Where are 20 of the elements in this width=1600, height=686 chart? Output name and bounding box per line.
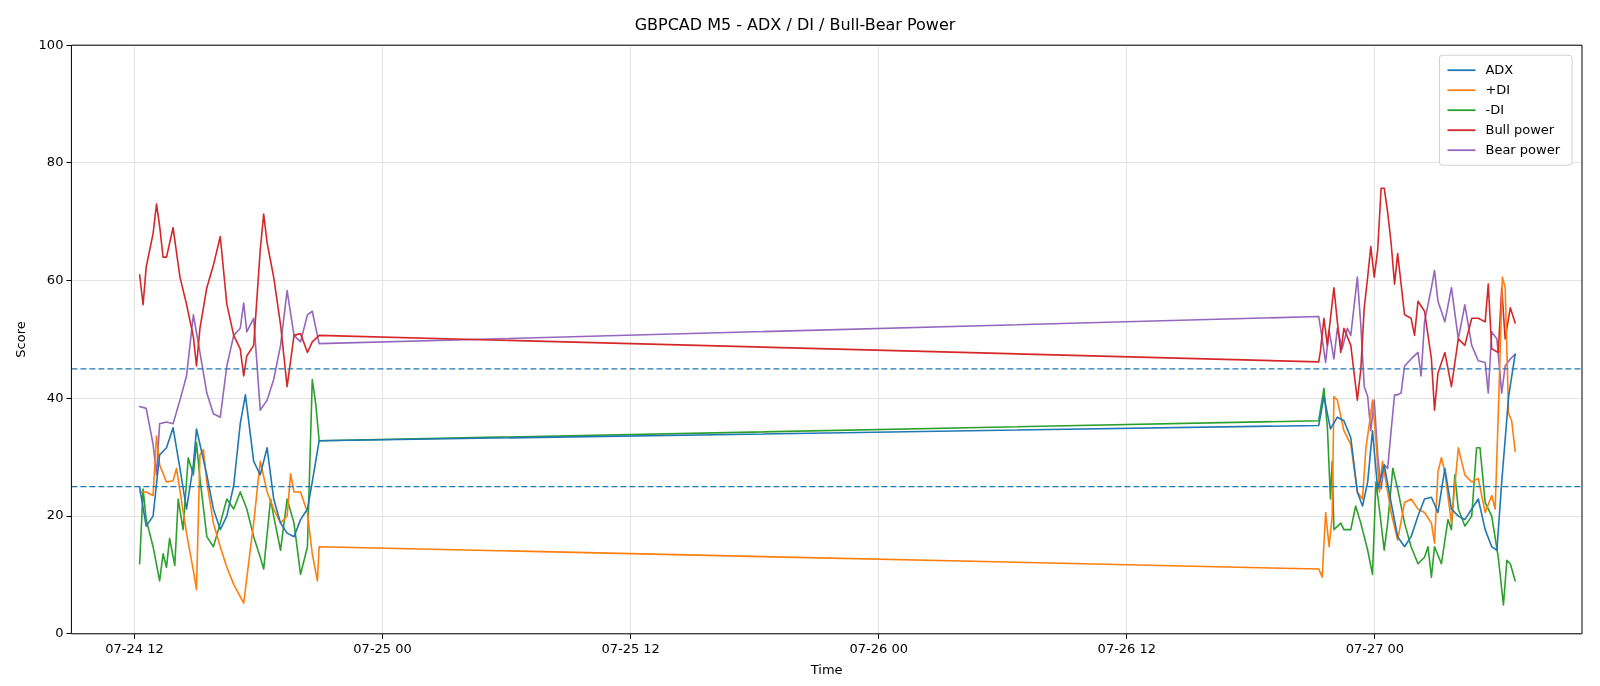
y-tick-label: 80 bbox=[46, 154, 64, 170]
legend-label: Bull power bbox=[1485, 121, 1555, 137]
y-tick-label: 20 bbox=[46, 507, 64, 523]
x-axis-title: Time bbox=[809, 661, 843, 677]
x-tick-label: 07-26 12 bbox=[1097, 640, 1157, 656]
x-tick-label: 07-24 12 bbox=[105, 640, 164, 656]
y-tick-label: 100 bbox=[38, 36, 64, 52]
legend-label: +DI bbox=[1485, 81, 1511, 97]
chart-title: GBPCAD M5 - ADX / DI / Bull-Bear Power bbox=[634, 14, 956, 34]
y-tick-label: 0 bbox=[55, 625, 64, 641]
x-tick-label: 07-25 00 bbox=[353, 640, 412, 656]
x-tick-label: 07-27 00 bbox=[1345, 640, 1405, 656]
legend-label: -DI bbox=[1485, 101, 1505, 117]
y-axis-title: Score bbox=[13, 321, 29, 358]
legend-label: ADX bbox=[1485, 61, 1514, 77]
x-tick-label: 07-25 12 bbox=[601, 640, 660, 656]
y-tick-label: 40 bbox=[46, 389, 64, 405]
y-tick-label: 60 bbox=[46, 272, 64, 288]
legend-label: Bear power bbox=[1485, 141, 1561, 157]
x-tick-label: 07-26 00 bbox=[849, 640, 908, 656]
